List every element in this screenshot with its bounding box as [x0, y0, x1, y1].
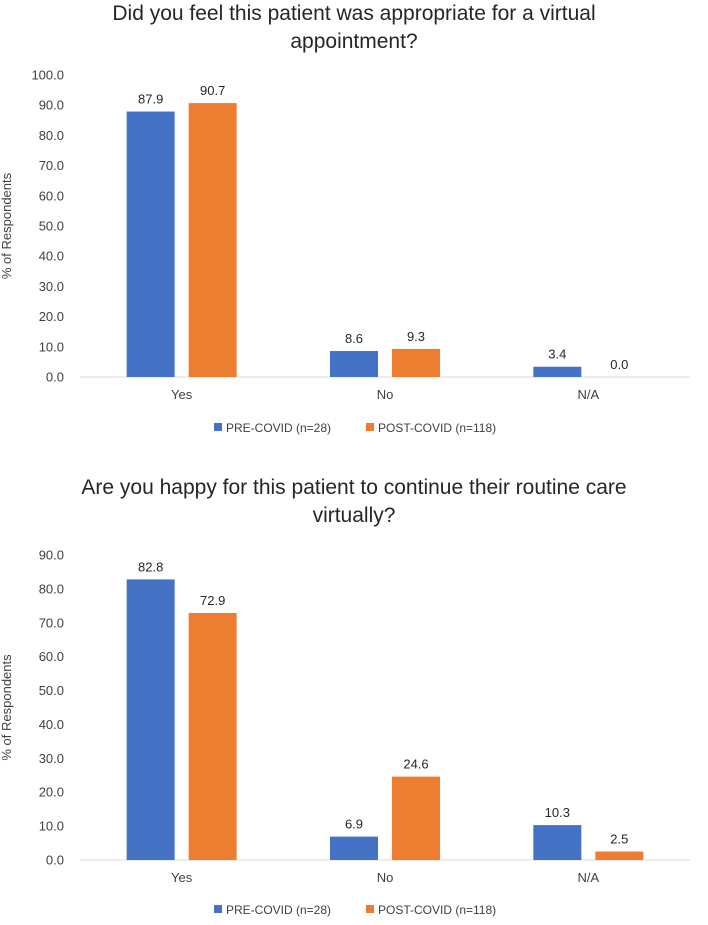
data-label: 87.9 [138, 92, 163, 107]
y-tick-label: 90.0 [39, 98, 64, 113]
y-tick-label: 40.0 [39, 249, 64, 264]
chart-title-line-2: virtually? [312, 504, 396, 527]
x-category-label: No [377, 870, 394, 885]
y-tick-label: 10.0 [39, 819, 64, 834]
y-tick-label: 90.0 [39, 548, 64, 563]
x-category-label: Yes [171, 387, 193, 402]
bar-post-covid-na [595, 851, 644, 860]
data-label: 3.4 [548, 347, 566, 362]
y-tick-label: 60.0 [39, 188, 64, 203]
legend-entry: POST-COVID (n=118) [378, 421, 496, 435]
chart-title-line-1: Did you feel this patient was appropriat… [112, 2, 596, 25]
data-label: 8.6 [345, 331, 363, 346]
data-label: 0.0 [610, 357, 628, 372]
legend-swatch [366, 423, 374, 431]
bar-pre-covid-no [330, 351, 378, 377]
data-label: 24.6 [403, 757, 428, 772]
x-category-label: Yes [171, 870, 193, 885]
chart-title: Did you feel this patient was appropriat… [0, 0, 708, 56]
bar-pre-covid-yes [126, 579, 175, 860]
data-label: 2.5 [610, 832, 628, 847]
bar-pre-covid-yes [126, 111, 175, 378]
chart-title-line-2: appointment? [290, 30, 418, 53]
y-tick-label: 20.0 [39, 309, 64, 324]
bar-chart-plot: 0.0 10.0 20.0 30.0 40.0 50.0 60.0 70.0 80.0 90.0%… [0, 548, 690, 917]
y-tick-label: 80.0 [39, 581, 64, 596]
bar-post-covid-yes [188, 612, 237, 860]
legend-entry: PRE-COVID (n=28) [226, 421, 331, 435]
legend-swatch [214, 905, 222, 913]
bar-pre-covid-no [330, 836, 378, 860]
y-tick-label: 70.0 [39, 158, 64, 173]
y-tick-label: 50.0 [39, 683, 64, 698]
y-tick-label: 30.0 [39, 751, 64, 766]
data-label: 6.9 [345, 817, 363, 832]
legend-swatch [366, 905, 374, 913]
legend-entry: PRE-COVID (n=28) [226, 903, 331, 917]
x-category-label: N/A [577, 387, 599, 402]
legend-entry: POST-COVID (n=118) [378, 903, 496, 917]
y-tick-label: 40.0 [39, 717, 64, 732]
y-tick-label: 30.0 [39, 279, 64, 294]
chart-continue-virtually: Are you happy for this patient to contin… [0, 466, 708, 925]
chart-appropriate-virtual: Did you feel this patient was appropriat… [0, 0, 708, 450]
chart-title: Are you happy for this patient to contin… [0, 474, 708, 530]
y-tick-label: 60.0 [39, 649, 64, 664]
data-label: 10.3 [545, 805, 570, 820]
y-tick-label: 20.0 [39, 785, 64, 800]
bar-post-covid-no [392, 348, 440, 377]
chart-title-line-1: Are you happy for this patient to contin… [81, 476, 627, 499]
y-tick-label: 50.0 [39, 219, 64, 234]
x-category-label: N/A [577, 870, 599, 885]
y-tick-label: 100.0 [31, 68, 64, 83]
bar-pre-covid-na [533, 366, 582, 377]
y-tick-label: 0.0 [46, 853, 64, 868]
legend-swatch [214, 423, 222, 431]
y-axis-label: % of Respondents [0, 654, 14, 761]
data-label: 82.8 [138, 559, 163, 574]
bar-post-covid-yes [188, 103, 237, 377]
y-tick-label: 70.0 [39, 615, 64, 630]
y-tick-label: 80.0 [39, 128, 64, 143]
y-axis-label: % of Respondents [0, 172, 14, 279]
bar-pre-covid-na [533, 825, 582, 860]
x-category-label: No [377, 387, 394, 402]
y-tick-label: 0.0 [46, 370, 64, 385]
data-label: 72.9 [200, 593, 225, 608]
bar-chart-plot: 0.0 10.0 20.0 30.0 40.0 50.0 60.0 70.0 80.0 90.0 1… [0, 68, 690, 435]
data-label: 9.3 [407, 329, 425, 344]
bar-post-covid-no [392, 776, 440, 860]
y-tick-label: 10.0 [39, 339, 64, 354]
data-label: 90.7 [200, 83, 225, 98]
